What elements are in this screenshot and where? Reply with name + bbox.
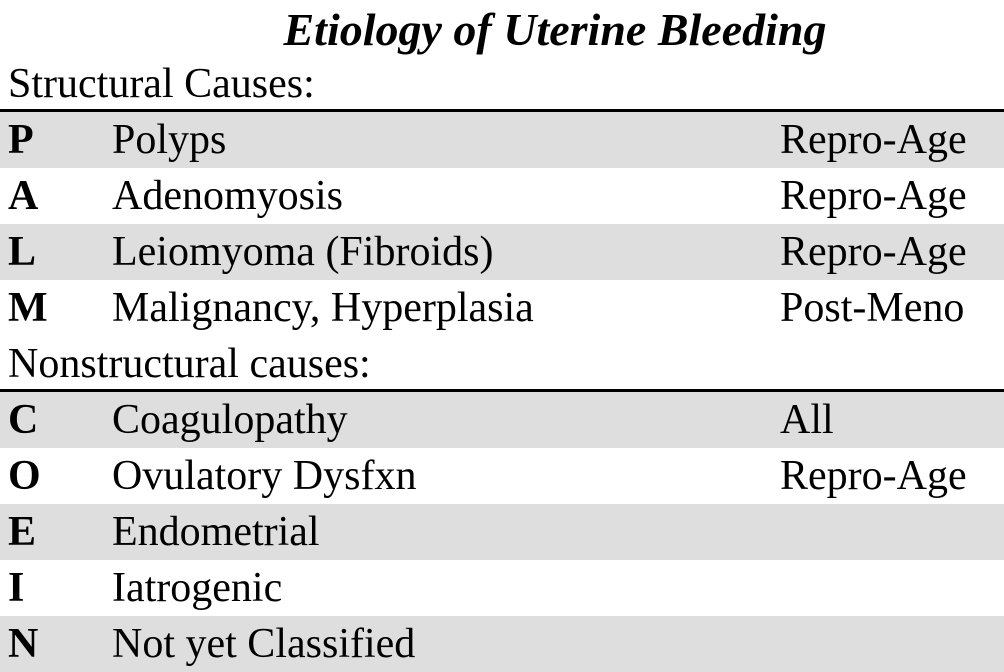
table-row-polyps: P Polyps Repro-Age [0,112,1004,168]
acronym-letter: M [8,285,48,331]
age-group-label: Repro-Age [780,173,967,219]
table-row-adenomyosis: A Adenomyosis Repro-Age [0,168,1004,224]
table-row-ovulatory-dysfunction: O Ovulatory Dysfxn Repro-Age [0,448,1004,504]
cause-label: Adenomyosis [112,173,343,219]
structural-header-rule [0,109,1004,112]
cause-label: Iatrogenic [112,565,283,611]
document-title: Etiology of Uterine Bleeding [283,4,827,55]
acronym-letter: I [8,565,25,611]
nonstructural-header-rule [0,389,1004,392]
table-row-leiomyoma: L Leiomyoma (Fibroids) Repro-Age [0,224,1004,280]
structural-causes-header: Structural Causes: [8,61,315,107]
age-group-label: Repro-Age [780,229,967,275]
age-group-label: All [780,397,834,443]
age-group-label: Repro-Age [780,453,967,499]
cause-label: Not yet Classified [112,621,416,667]
nonstructural-causes-table: C Coagulopathy All O Ovulatory Dysfxn Re… [0,392,1004,672]
table-row-coagulopathy: C Coagulopathy All [0,392,1004,448]
cause-label: Ovulatory Dysfxn [112,453,417,499]
table-row-malignancy: M Malignancy, Hyperplasia Post-Meno [0,280,1004,336]
cause-label: Leiomyoma (Fibroids) [112,229,494,275]
cause-label: Malignancy, Hyperplasia [112,285,534,331]
age-group-label: Post-Meno [780,285,965,331]
acronym-letter: L [8,229,37,275]
cause-label: Polyps [112,117,227,163]
structural-causes-table: P Polyps Repro-Age A Adenomyosis Repro-A… [0,112,1004,336]
table-row-not-yet-classified: N Not yet Classified [0,616,1004,672]
table-row-iatrogenic: I Iatrogenic [0,560,1004,616]
age-group-label: Repro-Age [780,117,967,163]
acronym-letter: P [8,117,34,163]
acronym-letter: A [8,173,39,219]
nonstructural-causes-header: Nonstructural causes: [8,341,371,387]
cause-label: Coagulopathy [112,397,348,443]
acronym-letter: O [8,453,41,499]
acronym-letter: E [8,509,37,555]
acronym-letter: N [8,621,39,667]
acronym-letter: C [8,397,39,443]
table-row-endometrial: E Endometrial [0,504,1004,560]
cause-label: Endometrial [112,509,320,555]
